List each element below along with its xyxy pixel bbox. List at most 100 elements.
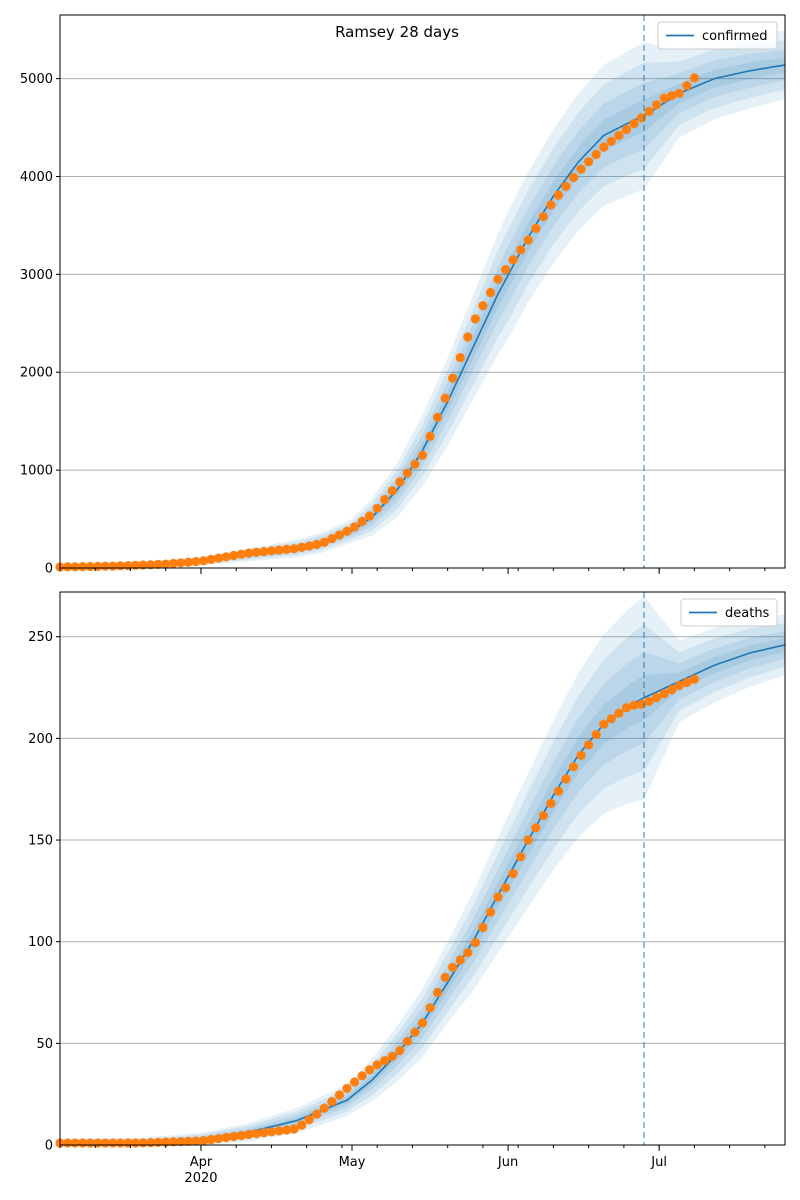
uncertainty-band — [60, 40, 785, 569]
y-tick-label: 150 — [28, 834, 53, 849]
observed-point — [621, 124, 632, 135]
uncertainty-band — [60, 596, 785, 1145]
observed-point — [689, 674, 700, 685]
observed-point — [667, 685, 677, 695]
observed-point — [63, 562, 73, 572]
observed-point — [365, 1065, 375, 1075]
observed-point — [591, 149, 601, 160]
observed-point — [319, 537, 329, 547]
observed-point — [304, 1115, 314, 1125]
y-tick-label: 5000 — [20, 72, 53, 87]
observed-point — [410, 1027, 420, 1037]
observed-point — [606, 136, 616, 146]
observed-point — [440, 393, 450, 403]
observed-point — [501, 264, 511, 275]
observed-point — [229, 550, 239, 561]
observed-point — [251, 547, 261, 557]
observed-point — [508, 869, 518, 879]
x-tick-label: May — [339, 1155, 366, 1170]
x-tick-label: Jun — [497, 1155, 518, 1170]
observed-point — [576, 164, 586, 174]
observed-point — [659, 93, 669, 103]
observed-point — [470, 314, 480, 324]
observed-point — [523, 835, 533, 845]
x-tick-label: Jul — [650, 1155, 667, 1170]
observed-point — [478, 301, 488, 311]
y-tick-label: 2000 — [20, 366, 53, 381]
observed-point — [614, 708, 624, 718]
observed-point — [327, 1097, 337, 1107]
observed-point — [349, 1077, 360, 1087]
observed-point — [433, 412, 443, 422]
uncertainty-band — [60, 49, 785, 568]
observed-point — [440, 972, 450, 982]
observed-point — [652, 100, 662, 110]
observed-point — [282, 1125, 292, 1135]
observed-point — [198, 1136, 209, 1146]
observed-point — [176, 1137, 186, 1147]
observed-point — [538, 212, 548, 222]
y-tick-label: 50 — [36, 1037, 53, 1052]
observed-point — [659, 689, 669, 699]
observed-point — [395, 477, 405, 487]
observed-point — [236, 549, 246, 559]
observed-point — [667, 91, 677, 101]
observed-point — [417, 1018, 428, 1028]
observed-point — [448, 373, 458, 383]
observed-point — [100, 561, 110, 571]
observed-point — [644, 696, 654, 706]
observed-point — [621, 703, 632, 713]
observed-point — [546, 200, 556, 210]
legend-box — [680, 598, 778, 627]
legend-label: confirmed — [702, 29, 768, 44]
observed-point — [304, 541, 314, 551]
observed-point — [161, 1137, 171, 1147]
observed-point — [78, 562, 88, 572]
observed-point — [508, 255, 518, 265]
observed-point — [334, 1090, 344, 1100]
observed-point — [493, 892, 503, 902]
observed-point — [282, 544, 292, 555]
observed-point — [138, 560, 148, 570]
observed-point — [146, 560, 156, 570]
observed-point — [531, 223, 541, 233]
observed-point — [546, 798, 556, 809]
observed-point — [463, 332, 473, 342]
observed-point — [501, 883, 511, 893]
observed-point — [538, 811, 548, 821]
observed-point — [327, 534, 337, 544]
observed-point — [470, 938, 480, 948]
observed-point — [183, 557, 193, 567]
observed-point — [485, 907, 496, 917]
observed-point — [214, 1134, 224, 1144]
observed-point — [176, 558, 186, 568]
observed-point — [221, 1132, 231, 1143]
observed-point — [85, 561, 95, 572]
observed-point — [682, 81, 692, 91]
observed-point — [531, 823, 541, 833]
observed-point — [584, 740, 594, 750]
observed-point — [365, 511, 375, 521]
observed-point — [433, 987, 443, 998]
observed-point — [425, 431, 435, 441]
observed-point — [357, 516, 367, 527]
observed-point — [516, 852, 526, 862]
observed-point — [425, 1003, 435, 1013]
observed-point — [289, 544, 299, 554]
observed-point — [168, 1137, 178, 1147]
y-tick-label: 0 — [45, 562, 53, 577]
observed-point — [380, 1056, 390, 1066]
observed-point — [553, 190, 564, 200]
observed-point — [689, 73, 700, 83]
x-tick-label: Apr — [190, 1155, 213, 1170]
observed-point — [629, 700, 639, 710]
uncertainty-band — [60, 622, 785, 1145]
legend-label: deaths — [725, 606, 770, 621]
observed-point — [259, 547, 269, 557]
observed-point — [357, 1071, 367, 1081]
observed-point — [387, 1051, 397, 1061]
observed-point — [523, 235, 533, 245]
observed-point — [259, 1128, 269, 1138]
